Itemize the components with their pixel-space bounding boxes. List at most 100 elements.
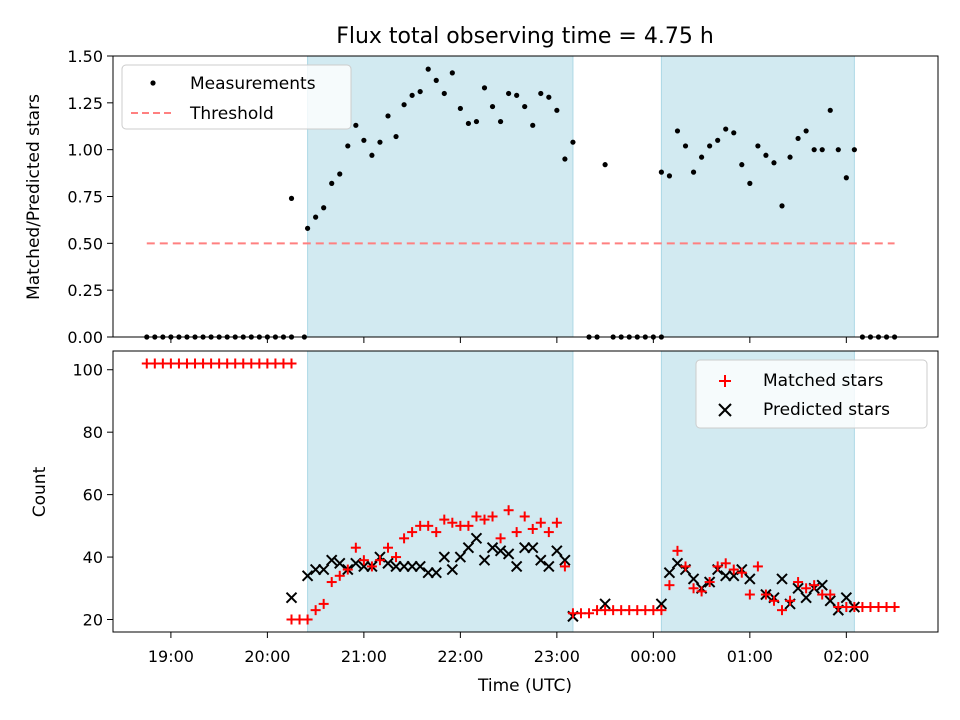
x-stroke-b [824,595,836,607]
bottom-panel: 20 40 60 80 100 19:00 20:00 21:00 22:00 23:00 00:… [30,350,939,696]
measurement-point [385,113,391,119]
measurement-point [674,128,681,134]
x-stroke-b [744,573,756,585]
x-stroke-b [382,557,394,570]
measurement-point [602,162,608,168]
measurement-point [288,195,295,201]
measurements-series [144,66,898,340]
measurement-point [530,122,536,128]
predicted-star-point [285,591,298,604]
x-stroke-b [478,554,491,566]
x-stroke-b [454,551,467,563]
predicted-star-point [744,573,756,585]
matched-star-point [712,561,723,572]
measurement-point [489,103,496,110]
matched-star-point [728,564,739,575]
matched-star-point [672,545,683,556]
matched-star-point [286,358,297,369]
measurement-point [441,90,447,97]
measurement-point [538,90,544,97]
measurement-point [779,203,785,209]
measurement-point [698,154,705,160]
matched-star-point [656,605,667,616]
measurement-point [731,130,737,136]
x-tick-label: 19:00 [148,647,194,666]
measurement-point [449,70,455,76]
predicted-star-point [502,548,515,560]
top-y-axis: 0.00 0.25 0.50 0.75 1.00 1.25 1.50 [67,47,113,347]
legend-plus-marker [719,375,731,387]
predicted-star-point [687,573,700,585]
matched-star-point [374,555,385,566]
x-stroke-b [816,579,828,591]
measurement-point [690,169,697,175]
x-tick-label: 22:00 [437,647,483,666]
y-tick-label: 20 [83,611,103,630]
y-tick-label: 1.50 [67,47,103,66]
measurement-point [554,107,560,113]
matched-star-point [471,511,482,522]
legend-label-predicted: Predicted stars [763,400,890,420]
measurement-point [795,135,801,142]
y-tick-label: 0.25 [67,281,103,300]
bottom-y-axis-label: Count [30,466,50,517]
x-stroke-b [326,554,338,566]
matched-star-point [736,567,747,578]
measurement-point [570,139,576,145]
predicted-star-point [816,579,828,591]
matched-star-point [664,580,675,591]
observing-window [307,55,574,338]
predicted-star-point [430,566,442,579]
x-stroke-b [486,541,499,554]
measurement-point [707,143,713,149]
predicted-star-point [326,554,338,566]
matched-star-point [366,561,377,572]
y-tick-label: 0.50 [67,234,103,253]
measurement-point [755,143,761,149]
measurement-point [304,225,311,231]
x-stroke-b [470,532,483,545]
matched-star-point [439,514,450,525]
x-stroke-b [687,573,700,585]
measurement-point [457,105,463,112]
matched-star-point [720,558,731,569]
legend-label-threshold: Threshold [189,104,274,124]
matched-star-point [358,555,369,566]
measurement-point [514,92,520,98]
x-stroke-b [800,591,812,604]
measurement-point [682,143,689,149]
measurement-point [723,126,729,132]
x-stroke-b [430,566,442,579]
legend-x-marker [718,403,732,417]
measurement-point [827,107,833,113]
matched-star-point [752,561,763,572]
matched-star-point [793,577,804,588]
predicted-star-point [559,554,571,566]
matched-star-point [801,583,812,594]
x-tick-label: 01:00 [727,647,773,666]
measurement-point [843,175,849,181]
x-stroke-b [655,598,668,610]
measurement-point [803,128,809,134]
predicted-star-point [551,545,563,557]
matched-star-point [777,605,788,616]
predicted-star-point [792,582,804,594]
measurement-point [851,147,857,153]
matched-star-point [302,614,313,625]
matched-star-point [391,552,402,563]
predicted-star-point [655,598,668,610]
measurement-point [739,162,745,168]
predicted-star-point [494,545,507,557]
matched-star-point [511,527,522,538]
y-tick-label: 0.75 [67,188,103,207]
predicted-star-point [543,560,555,573]
x-stroke-b [535,554,547,566]
matched-star-point [559,561,570,572]
measurement-point [666,173,673,179]
top-legend-box [121,64,352,130]
measurement-point [771,160,777,166]
measurement-point [465,120,472,127]
x-stroke-b [285,591,298,604]
x-stroke-b [840,591,853,604]
